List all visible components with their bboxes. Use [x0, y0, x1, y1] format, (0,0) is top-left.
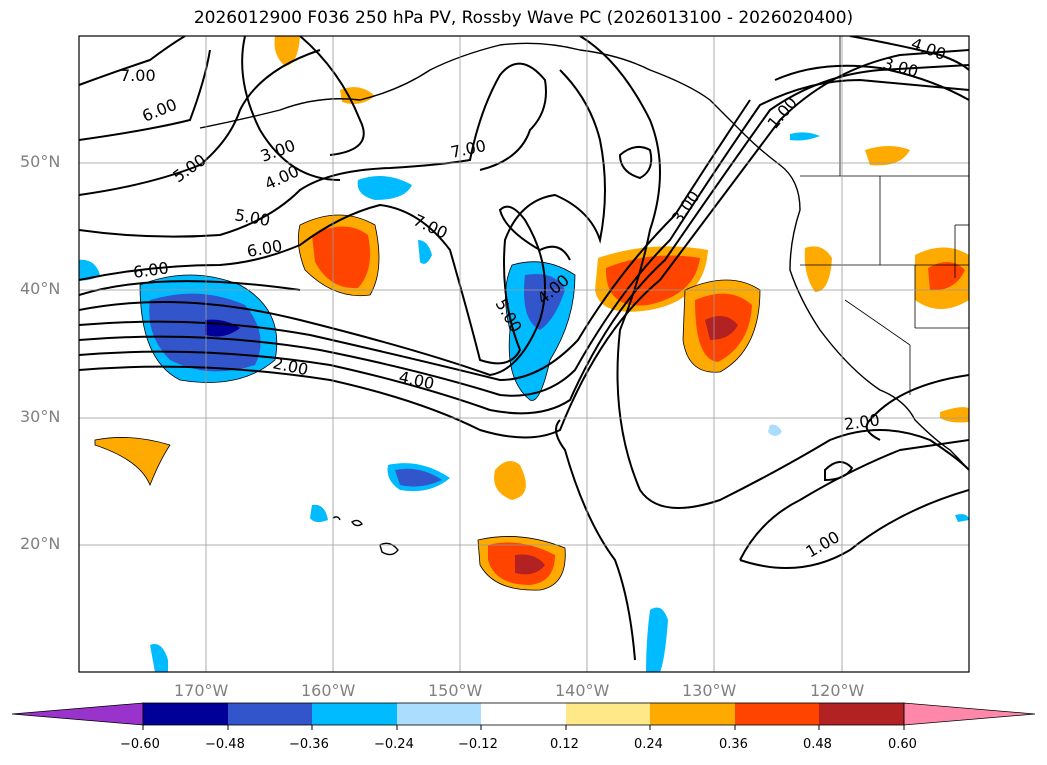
coastline-layer [199, 42, 969, 556]
lat-label: 50°N [20, 152, 61, 171]
colorbar-tick-label: −0.48 [205, 737, 245, 752]
colorbar-bin [819, 703, 904, 725]
colorbar-bin [312, 703, 397, 725]
gridline-layer [79, 36, 969, 672]
lon-label: 150°W [428, 681, 483, 700]
colorbar-tick-label: −0.60 [120, 737, 160, 752]
colorbar-tick-label: 0.36 [719, 737, 748, 752]
colorbar-bin [481, 703, 566, 725]
colorbar-extend-high [903, 702, 1036, 726]
colorbar-bin [143, 703, 228, 725]
colorbar-tick-label: 0.12 [550, 737, 579, 752]
colorbar-bin [228, 703, 312, 725]
map-frame [78, 35, 970, 673]
colorbar-tick-label: −0.24 [374, 737, 414, 752]
lon-label: 120°W [810, 681, 865, 700]
lon-label: 170°W [174, 681, 229, 700]
colorbar-tick-label: −0.12 [458, 737, 498, 752]
colorbar-tick-label: −0.36 [289, 737, 329, 752]
colorbar-bin [650, 703, 735, 725]
colorbar-tick-label: 0.60 [888, 737, 917, 752]
border-layer [800, 36, 969, 395]
colorbar [11, 702, 1036, 730]
map-title: 2026012900 F036 250 hPa PV, Rossby Wave … [193, 8, 854, 28]
pv-contour-layer [79, 36, 969, 661]
lat-label: 40°N [20, 279, 61, 298]
colorbar-bin [566, 703, 650, 725]
lon-label: 130°W [682, 681, 737, 700]
colorbar-tick-label: 0.48 [803, 737, 832, 752]
colorbar-bin [735, 703, 819, 725]
lat-label: 30°N [20, 407, 61, 426]
contour-label: 2.00 [843, 410, 881, 434]
lon-label: 160°W [301, 681, 356, 700]
colorbar-extend-low [11, 702, 144, 726]
colorbar-bin [397, 703, 481, 725]
contour-label: 6.00 [132, 258, 170, 282]
colorbar-tick-label: 0.24 [634, 737, 663, 752]
contour-label: 7.00 [120, 66, 156, 85]
lon-label: 140°W [555, 681, 610, 700]
lat-label: 20°N [20, 534, 61, 553]
anomaly-outline-layer [94, 214, 761, 591]
